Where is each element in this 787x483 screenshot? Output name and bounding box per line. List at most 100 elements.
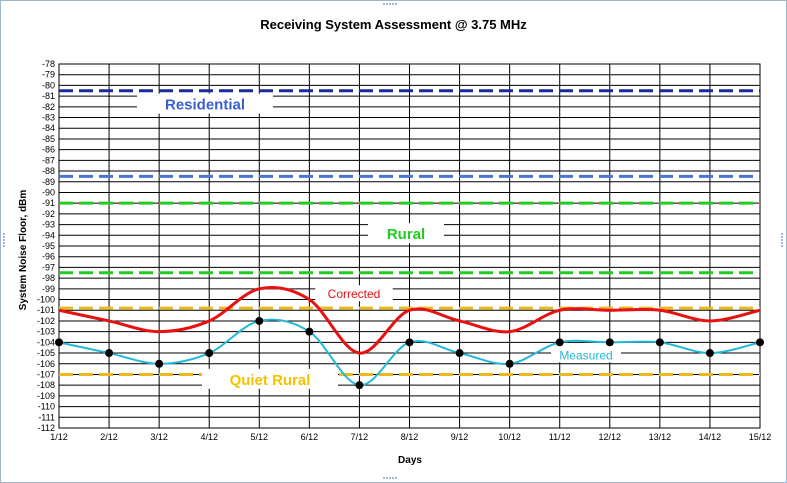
resize-grip-left	[3, 242, 5, 244]
y-tick-label: -87	[42, 155, 55, 165]
data-point	[405, 338, 414, 347]
resize-grip-right	[781, 242, 783, 244]
x-tick-label: 7/12	[351, 432, 369, 442]
y-tick-label: -98	[42, 273, 55, 283]
data-point	[105, 349, 114, 358]
y-tick-label: -82	[42, 102, 55, 112]
data-point	[255, 316, 264, 325]
resize-grip-top	[389, 3, 391, 5]
resize-grip-bottom	[389, 477, 391, 479]
series-label: Corrected	[328, 287, 381, 301]
resize-grip-right	[781, 245, 783, 247]
resize-grip-top	[392, 3, 394, 5]
y-tick-label: -94	[42, 230, 55, 240]
resize-grip-right	[781, 233, 783, 235]
x-tick-label: 5/12	[251, 432, 269, 442]
plot-border	[58, 63, 761, 429]
resize-grip-bottom	[386, 477, 388, 479]
data-point	[355, 381, 364, 390]
y-tick-label: -95	[42, 241, 55, 251]
y-tick-label: -78	[42, 59, 55, 69]
y-tick-label: -107	[37, 369, 55, 379]
series-label: Measured	[559, 348, 612, 362]
y-tick-label: -109	[37, 391, 55, 401]
resize-grip-left	[3, 233, 5, 235]
y-tick-label: -110	[38, 402, 55, 412]
data-point	[756, 338, 764, 347]
resize-grip-bottom	[383, 477, 385, 479]
y-tick-label: -99	[42, 284, 55, 294]
x-tick-label: 10/12	[498, 432, 521, 442]
y-tick-label: -106	[37, 359, 55, 369]
resize-grip-bottom	[395, 477, 397, 479]
data-point	[155, 359, 164, 368]
series-label-bg	[315, 285, 393, 302]
reference-label: Rural	[387, 226, 425, 243]
data-point	[205, 349, 214, 358]
x-tick-label: 1/12	[50, 432, 68, 442]
data-point	[455, 349, 464, 358]
resize-grip-right	[781, 239, 783, 241]
y-tick-label: -90	[42, 187, 55, 197]
resize-grip-top	[386, 3, 388, 5]
y-tick-label: -96	[42, 252, 55, 262]
reference-label-bg	[202, 368, 338, 389]
y-tick-label: -83	[42, 113, 55, 123]
y-tick-label: -111	[38, 412, 55, 422]
resize-grip-bottom	[392, 477, 394, 479]
resize-grip-left	[3, 245, 5, 247]
y-tick-label: -112	[38, 423, 55, 433]
data-point	[705, 349, 714, 358]
y-tick-label: -79	[42, 70, 55, 80]
y-tick-label: -100	[37, 295, 55, 305]
data-point	[305, 327, 314, 336]
data-point	[555, 338, 564, 347]
x-tick-label: 4/12	[200, 432, 218, 442]
y-tick-label: -84	[42, 123, 55, 133]
reference-label: Residential	[165, 97, 245, 114]
x-tick-label: 6/12	[301, 432, 319, 442]
x-tick-label: 15/12	[749, 432, 772, 442]
x-tick-label: 11/12	[549, 432, 571, 442]
x-tick-label: 13/12	[649, 432, 672, 442]
y-tick-label: -89	[42, 177, 55, 187]
y-tick-label: -105	[37, 348, 55, 358]
y-tick-label: -85	[42, 134, 55, 144]
reference-label: Quiet Rural	[230, 372, 311, 389]
y-tick-label: -102	[37, 316, 55, 326]
resize-grip-left	[3, 236, 5, 238]
reference-label-bg	[368, 223, 444, 244]
data-point	[605, 338, 614, 347]
y-tick-label: -104	[37, 337, 55, 347]
x-tick-label: 14/12	[699, 432, 722, 442]
x-tick-label: 3/12	[150, 432, 168, 442]
x-axis-title: Days	[398, 455, 422, 466]
x-tick-label: 12/12	[599, 432, 622, 442]
x-tick-label: 2/12	[100, 432, 118, 442]
resize-grip-right	[781, 236, 783, 238]
x-tick-label: 9/12	[451, 432, 469, 442]
y-tick-label: -93	[42, 220, 55, 230]
series-line-corrected	[58, 285, 761, 355]
data-point	[55, 338, 63, 347]
y-axis-title: System Noise Floor, dBm	[18, 190, 29, 311]
y-tick-label: -88	[42, 166, 55, 176]
series-label-bg	[551, 346, 621, 363]
x-tick-label: 8/12	[401, 432, 419, 442]
y-tick-label: -108	[37, 380, 55, 390]
y-tick-label: -91	[42, 198, 55, 208]
resize-grip-top	[383, 3, 385, 5]
y-tick-label: -81	[42, 91, 55, 101]
data-point	[655, 338, 664, 347]
y-tick-label: -97	[42, 262, 55, 272]
y-tick-label: -92	[42, 209, 55, 219]
resize-grip-top	[395, 3, 397, 5]
y-tick-label: -101	[37, 305, 55, 315]
y-tick-label: -103	[37, 327, 55, 337]
resize-grip-left	[3, 239, 5, 241]
y-tick-label: -86	[42, 145, 55, 155]
chart-title: Receiving System Assessment @ 3.75 MHz	[260, 17, 527, 32]
data-point	[505, 359, 514, 368]
y-tick-label: -80	[42, 80, 55, 90]
